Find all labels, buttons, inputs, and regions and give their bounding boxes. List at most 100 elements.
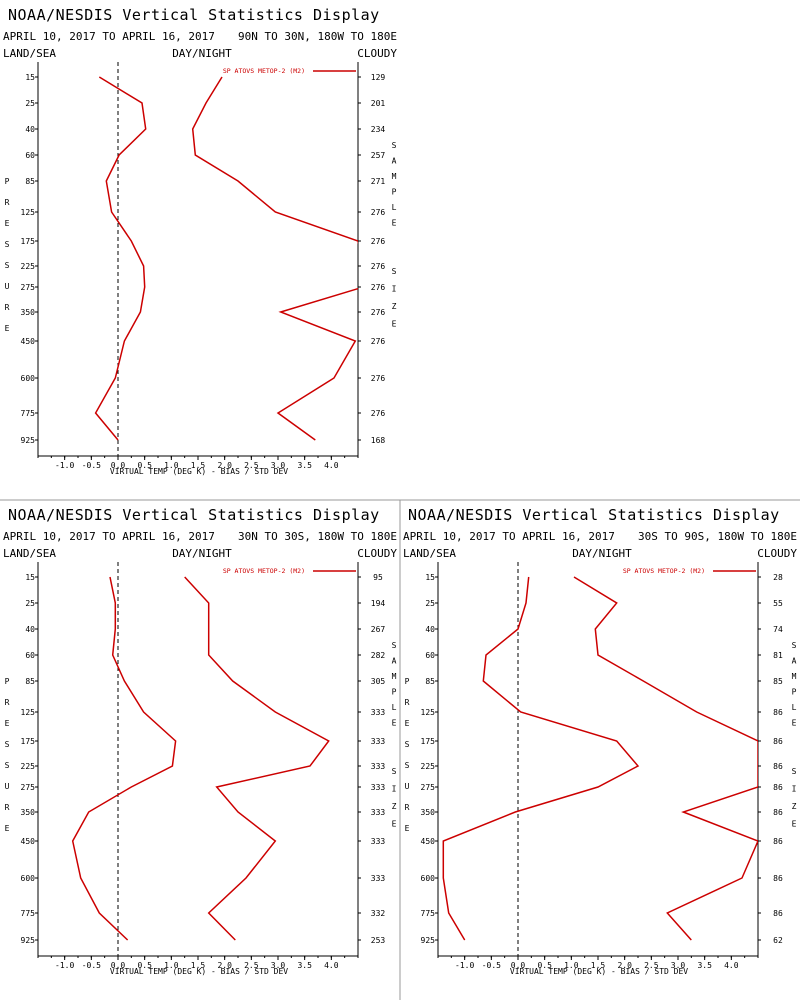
bias-series-line: [442, 576, 640, 941]
pressure-level-label: 85: [25, 677, 35, 686]
size-vertical-letter: I: [392, 285, 397, 294]
x-tick-label: 3.5: [297, 961, 312, 970]
chart-title: NOAA/NESDIS Vertical Statistics Display: [8, 506, 380, 524]
pressure-level-label: 350: [21, 308, 36, 317]
sample-vertical-letter: A: [792, 657, 797, 666]
x-tick-label: 2.0: [617, 961, 632, 970]
sample-vertical-letter: A: [392, 657, 397, 666]
x-tick-label: 1.0: [164, 961, 179, 970]
sample-size-label: 95: [373, 573, 383, 582]
pressure-vertical-letter: U: [405, 782, 410, 791]
pressure-level-label: 450: [421, 837, 436, 846]
sample-vertical-letter: P: [392, 188, 397, 197]
size-vertical-letter: I: [392, 785, 397, 794]
cloudy-label: CLOUDY: [757, 547, 797, 560]
x-tick-label: 0.5: [137, 461, 152, 470]
x-tick-label: 0.0: [111, 961, 126, 970]
sample-size-label: 276: [371, 262, 386, 271]
pressure-vertical-letter: S: [405, 761, 410, 770]
x-tick-label: 2.5: [644, 961, 659, 970]
x-tick-label: 1.0: [164, 461, 179, 470]
x-axis-label: VIRTUAL TEMP (DEG K) - BIAS / STD DEV: [110, 467, 288, 476]
pressure-level-label: 275: [21, 783, 36, 792]
sample-size-label: 276: [371, 374, 386, 383]
pressure-level-label: 225: [21, 262, 36, 271]
day-night-label: DAY/NIGHT: [172, 547, 232, 560]
pressure-level-label: 275: [421, 783, 436, 792]
size-vertical-letter: E: [392, 820, 397, 829]
legend-label: SP ATOVS METOP-2 (M2): [623, 567, 705, 575]
sample-size-label: 276: [371, 409, 386, 418]
sample-size-label: 81: [773, 651, 783, 660]
sample-size-label: 74: [773, 625, 783, 634]
pressure-level-label: 25: [25, 99, 35, 108]
x-tick-label: 2.0: [217, 961, 232, 970]
pressure-level-label: 350: [421, 808, 436, 817]
x-tick-label: 2.5: [244, 461, 259, 470]
chart-panel-2: NOAA/NESDIS Vertical Statistics Display A…: [3, 506, 397, 976]
pressure-vertical-letter: R: [405, 803, 410, 812]
x-tick-label: 1.5: [191, 461, 206, 470]
std-dev-series-line: [184, 576, 330, 941]
sample-size-label: 257: [371, 151, 386, 160]
sample-size-label: 332: [371, 909, 386, 918]
sample-size-label: 333: [371, 762, 386, 771]
pressure-level-label: 40: [25, 625, 35, 634]
pressure-level-label: 175: [421, 737, 436, 746]
pressure-level-label: 125: [421, 708, 436, 717]
region-label: 90N TO 30N, 180W TO 180E: [238, 30, 397, 43]
x-tick-label: 1.5: [191, 961, 206, 970]
sample-size-label: 271: [371, 177, 386, 186]
chart-title: NOAA/NESDIS Vertical Statistics Display: [408, 506, 780, 524]
pressure-vertical-letter: U: [5, 282, 10, 291]
sample-vertical-letter: P: [392, 688, 397, 697]
pressure-vertical-letter: E: [5, 219, 10, 228]
size-vertical-letter: Z: [392, 802, 397, 811]
pressure-level-label: 15: [25, 573, 35, 582]
size-vertical-letter: S: [392, 767, 397, 776]
sample-size-label: 194: [371, 599, 386, 608]
std-dev-series-line: [191, 76, 358, 441]
std-dev-series-line: [573, 576, 758, 941]
land-sea-label: LAND/SEA: [3, 547, 56, 560]
sample-vertical-letter: S: [392, 141, 397, 150]
cloudy-label: CLOUDY: [357, 547, 397, 560]
sample-vertical-letter: L: [392, 203, 397, 212]
pressure-level-label: 600: [421, 874, 436, 883]
size-vertical-letter: Z: [392, 302, 397, 311]
sample-size-label: 85: [773, 677, 783, 686]
date-range: APRIL 10, 2017 TO APRIL 16, 2017: [3, 530, 215, 543]
sample-size-label: 86: [773, 874, 783, 883]
date-range: APRIL 10, 2017 TO APRIL 16, 2017: [403, 530, 615, 543]
sample-vertical-letter: A: [392, 157, 397, 166]
x-tick-label: 3.5: [297, 461, 312, 470]
sample-vertical-letter: M: [392, 172, 397, 181]
x-tick-label: 1.5: [591, 961, 606, 970]
pressure-vertical-letter: U: [5, 782, 10, 791]
pressure-vertical-letter: S: [5, 261, 10, 270]
chart-title: NOAA/NESDIS Vertical Statistics Display: [8, 6, 380, 24]
sample-size-label: 55: [773, 599, 783, 608]
sample-size-label: 333: [371, 708, 386, 717]
legend-label: SP ATOVS METOP-2 (M2): [223, 67, 305, 75]
pressure-vertical-letter: E: [5, 719, 10, 728]
sample-vertical-letter: L: [392, 703, 397, 712]
pressure-level-label: 350: [21, 808, 36, 817]
sample-size-label: 267: [371, 625, 386, 634]
sample-vertical-letter: E: [392, 719, 397, 728]
x-tick-label: 4.0: [724, 961, 739, 970]
region-label: 30S TO 90S, 180W TO 180E: [638, 530, 797, 543]
chart-panel-3: NOAA/NESDIS Vertical Statistics Display A…: [403, 506, 797, 976]
size-vertical-letter: S: [792, 767, 797, 776]
x-tick-label: 3.5: [697, 961, 712, 970]
size-vertical-letter: Z: [792, 802, 797, 811]
pressure-level-label: 225: [421, 762, 436, 771]
sample-size-label: 282: [371, 651, 386, 660]
pressure-vertical-letter: E: [5, 824, 10, 833]
pressure-level-label: 40: [425, 625, 435, 634]
pressure-vertical-letter: R: [405, 698, 410, 707]
sample-size-label: 86: [773, 708, 783, 717]
x-tick-label: 0.5: [537, 961, 552, 970]
sample-size-label: 305: [371, 677, 386, 686]
x-tick-label: 1.0: [564, 961, 579, 970]
